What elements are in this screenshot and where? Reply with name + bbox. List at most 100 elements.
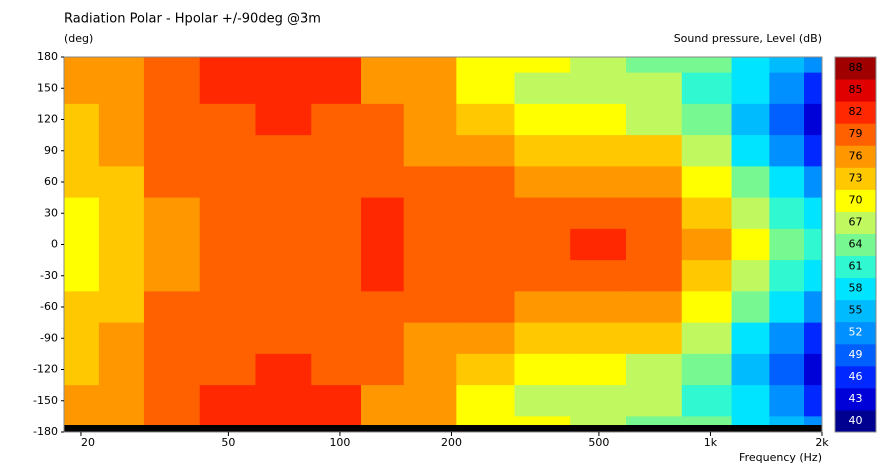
y-tick-label: 0: [51, 238, 58, 251]
contour-cell: [570, 228, 627, 261]
x-tick-label: 2k: [815, 436, 829, 449]
contour-cell: [361, 322, 405, 355]
contour-cell: [98, 291, 145, 324]
contour-cell: [199, 197, 256, 230]
colorbar-swatch: [835, 233, 876, 257]
contour-cell: [403, 228, 457, 261]
contour-cell: [311, 166, 362, 199]
contour-cell: [456, 197, 515, 230]
contour-cell: [403, 57, 457, 74]
contour-cell: [143, 103, 201, 136]
contour-cell: [403, 291, 457, 324]
contour-cell: [570, 72, 627, 105]
contour-cell: [514, 166, 571, 199]
contour-cell: [199, 260, 256, 292]
x-tick-label: 1k: [704, 436, 718, 449]
contour-cell: [769, 385, 805, 417]
contour-cell: [98, 166, 145, 199]
contour-cell: [403, 103, 457, 136]
y-tick-label: 180: [37, 50, 58, 63]
contour-cell: [804, 103, 823, 136]
colorbar-swatch: [835, 189, 876, 212]
colorbar-swatch: [835, 101, 876, 124]
contour-cell: [625, 103, 683, 136]
contour-cell: [681, 57, 733, 74]
contour-cell: [804, 260, 823, 292]
y-tick-label: 60: [44, 175, 58, 188]
contour-cell: [311, 72, 362, 105]
contour-cell: [361, 260, 405, 292]
contour-cell: [98, 260, 145, 292]
contour-cell: [570, 322, 627, 355]
x-tick-label: 20: [81, 436, 95, 449]
contour-cell: [199, 228, 256, 261]
contour-cell: [361, 57, 405, 74]
contour-cell: [255, 322, 312, 355]
colorbar-tick-label: 85: [849, 83, 863, 96]
contour-cell: [199, 353, 256, 386]
contour-cell: [514, 260, 571, 292]
contour-cell: [681, 322, 733, 355]
contour-cell: [64, 166, 100, 199]
contour-cell: [456, 103, 515, 136]
contour-cell: [143, 197, 201, 230]
chart-title: Radiation Polar - Hpolar +/-90deg @3m: [64, 12, 321, 27]
contour-cell: [255, 197, 312, 230]
contour-cell: [311, 353, 362, 386]
contour-cell: [199, 57, 256, 74]
y-tick-label: 30: [44, 206, 58, 219]
contour-cell: [311, 228, 362, 261]
contour-cell: [804, 353, 823, 386]
contour-cell: [804, 228, 823, 261]
contour-cell: [804, 322, 823, 355]
contour-cell: [731, 103, 770, 136]
contour-cell: [804, 166, 823, 199]
colorbar-tick-label: 43: [849, 392, 863, 405]
contour-cell: [570, 291, 627, 324]
contour-cell: [456, 135, 515, 167]
contour-cell: [731, 135, 770, 167]
contour-cell: [64, 103, 100, 136]
contour-cell: [456, 166, 515, 199]
contour-cell: [361, 103, 405, 136]
contour-cell: [804, 57, 823, 74]
contour-cell: [625, 291, 683, 324]
contour-cell: [456, 57, 515, 74]
contour-cell: [64, 197, 100, 230]
colorbar-tick-label: 52: [849, 326, 863, 339]
contour-cell: [311, 135, 362, 167]
contour-cell: [255, 166, 312, 199]
contour-cell: [255, 135, 312, 167]
contour-cell: [143, 72, 201, 105]
contour-cell: [64, 135, 100, 167]
contour-cell: [255, 103, 312, 136]
colorbar-frame: [834, 56, 877, 433]
contour-cell: [769, 103, 805, 136]
contour-cell: [98, 322, 145, 355]
contour-cell: [769, 353, 805, 386]
colorbar-swatch: [835, 277, 876, 301]
contour-cell: [804, 197, 823, 230]
contour-cell: [64, 322, 100, 355]
contour-cell: [98, 103, 145, 136]
contour-cell: [570, 166, 627, 199]
contour-cell: [199, 322, 256, 355]
contour-cell: [98, 353, 145, 386]
contour-cell: [625, 197, 683, 230]
x-tick-label: 500: [588, 436, 609, 449]
contour-cell: [731, 197, 770, 230]
contour-cell: [731, 353, 770, 386]
contour-cells: [64, 57, 823, 433]
colorbar-tick-label: 79: [849, 127, 863, 140]
colorbar-swatch: [835, 167, 876, 190]
colorbar-tick-label: 64: [849, 238, 863, 251]
colorbar-swatch: [835, 79, 876, 102]
contour-cell: [143, 353, 201, 386]
contour-cell: [570, 260, 627, 292]
contour-cell: [255, 72, 312, 105]
contour-cell: [514, 135, 571, 167]
contour-cell: [403, 72, 457, 105]
contour-cell: [311, 260, 362, 292]
contour-cell: [731, 166, 770, 199]
y-tick-label: 120: [37, 113, 58, 126]
